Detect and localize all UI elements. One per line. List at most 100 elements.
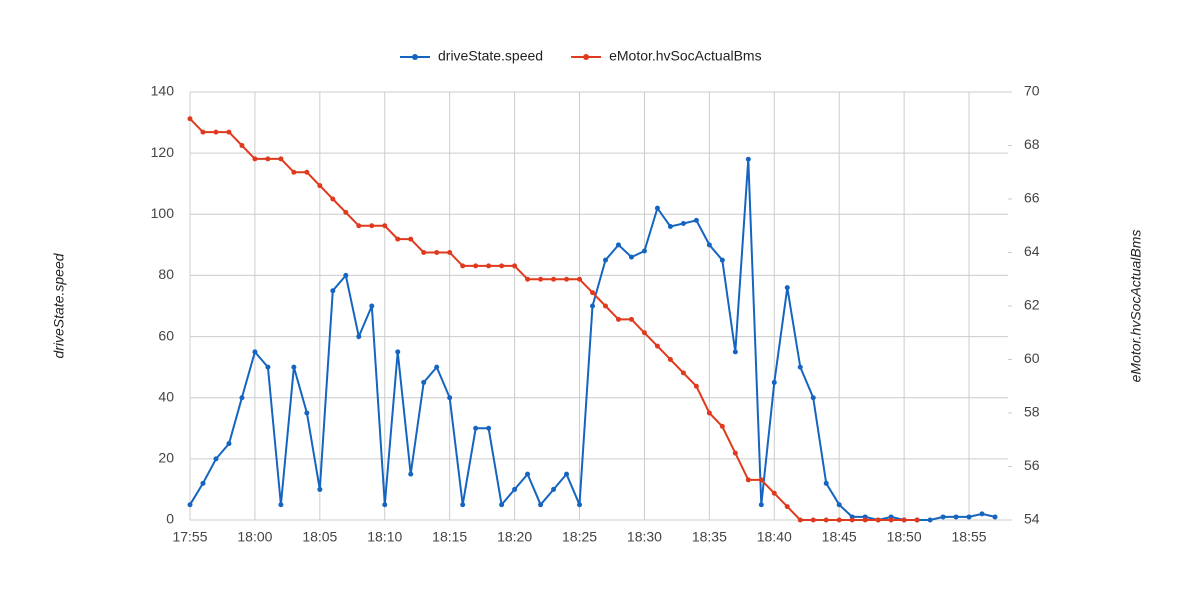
point bbox=[486, 425, 492, 431]
legend-label: driveState.speed bbox=[438, 48, 543, 64]
y-tick-label: 60 bbox=[158, 327, 174, 343]
y-axis-title: driveState.speed bbox=[51, 252, 67, 358]
y-tick-label: 100 bbox=[151, 205, 175, 221]
point bbox=[719, 257, 725, 263]
point bbox=[473, 425, 479, 431]
point bbox=[447, 395, 453, 401]
x-tick-label: 18:55 bbox=[952, 529, 987, 545]
point bbox=[551, 486, 557, 492]
point bbox=[382, 502, 388, 508]
y2-tick-label: 66 bbox=[1024, 190, 1040, 206]
point bbox=[252, 349, 258, 355]
point bbox=[875, 517, 881, 523]
x-tick-label: 18:35 bbox=[692, 529, 727, 545]
point bbox=[213, 129, 219, 135]
legend-label: eMotor.hvSocActualBms bbox=[609, 48, 762, 64]
point bbox=[797, 364, 803, 370]
legend-marker bbox=[583, 54, 590, 60]
y2-tick-label: 62 bbox=[1024, 297, 1040, 313]
point bbox=[836, 517, 842, 523]
point bbox=[979, 511, 985, 517]
point bbox=[693, 383, 699, 389]
y-tick-label: 0 bbox=[166, 511, 174, 527]
point bbox=[564, 471, 570, 477]
point bbox=[304, 169, 310, 175]
point bbox=[706, 242, 712, 248]
point bbox=[927, 517, 933, 523]
point bbox=[525, 276, 531, 282]
x-tick-label: 18:00 bbox=[237, 529, 272, 545]
y-tick-label: 80 bbox=[158, 266, 174, 282]
point bbox=[797, 517, 803, 523]
point bbox=[265, 156, 271, 162]
x-tick-label: 18:50 bbox=[887, 529, 922, 545]
point bbox=[512, 486, 518, 492]
point bbox=[291, 169, 297, 175]
point bbox=[538, 276, 544, 282]
legend-marker bbox=[412, 54, 418, 60]
x-tick-label: 18:40 bbox=[757, 529, 792, 545]
point bbox=[187, 502, 193, 508]
y-tick-label: 140 bbox=[151, 83, 175, 99]
point bbox=[317, 486, 323, 492]
point bbox=[667, 357, 673, 362]
legend: driveState.speed eMotor.hvSocActualBms bbox=[400, 48, 762, 64]
point bbox=[421, 250, 427, 255]
point bbox=[525, 471, 531, 477]
point bbox=[200, 129, 206, 135]
point bbox=[966, 514, 972, 520]
y-tick-label: 40 bbox=[158, 388, 174, 404]
point bbox=[602, 303, 608, 309]
point bbox=[460, 263, 466, 269]
point bbox=[408, 236, 414, 242]
point bbox=[810, 517, 816, 523]
point bbox=[538, 502, 544, 508]
point bbox=[356, 334, 362, 340]
point bbox=[758, 477, 764, 483]
point bbox=[200, 480, 206, 486]
point bbox=[564, 276, 570, 282]
point bbox=[628, 254, 634, 260]
y-tick-label: 120 bbox=[151, 144, 175, 160]
point bbox=[460, 502, 466, 508]
point bbox=[395, 349, 401, 355]
point bbox=[667, 224, 673, 230]
point bbox=[304, 410, 310, 416]
point bbox=[745, 156, 751, 162]
point bbox=[823, 517, 829, 523]
x-tick-label: 18:15 bbox=[432, 529, 467, 545]
point bbox=[395, 236, 401, 242]
point bbox=[291, 364, 297, 370]
y2-axis-title: eMotor.hvSocActualBms bbox=[1128, 230, 1144, 383]
point bbox=[706, 410, 712, 416]
series-line bbox=[189, 118, 918, 521]
y2-tick-label: 60 bbox=[1024, 350, 1040, 366]
point bbox=[940, 514, 946, 520]
point bbox=[382, 223, 388, 229]
point bbox=[369, 223, 375, 229]
point bbox=[771, 490, 777, 496]
point bbox=[602, 257, 608, 263]
point bbox=[719, 423, 725, 429]
point bbox=[187, 116, 193, 122]
point bbox=[317, 183, 323, 189]
x-tick-label: 18:05 bbox=[302, 529, 337, 545]
point bbox=[447, 250, 453, 255]
point bbox=[421, 379, 427, 385]
point bbox=[901, 517, 907, 523]
point bbox=[278, 502, 284, 508]
point bbox=[590, 303, 596, 309]
y-tick-label: 20 bbox=[158, 450, 174, 466]
point bbox=[953, 514, 959, 520]
point bbox=[590, 290, 596, 296]
point bbox=[615, 242, 621, 248]
x-tick-label: 18:30 bbox=[627, 529, 662, 545]
y2-tick-label: 56 bbox=[1024, 457, 1040, 473]
point bbox=[239, 143, 245, 148]
x-tick-label: 17:55 bbox=[172, 529, 207, 545]
series-line bbox=[189, 159, 996, 522]
point bbox=[810, 395, 816, 401]
point bbox=[278, 156, 284, 162]
y2-tick-label: 58 bbox=[1024, 404, 1040, 420]
point bbox=[849, 517, 855, 523]
